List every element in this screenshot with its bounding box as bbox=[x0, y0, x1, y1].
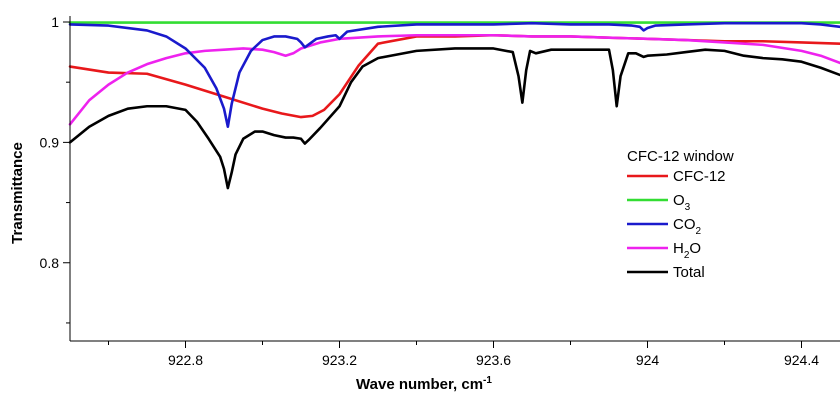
series-line-h2o bbox=[68, 33, 840, 126]
x-tick-label: 923.2 bbox=[322, 352, 357, 368]
legend-label-cfc12: CFC-12 bbox=[673, 168, 726, 185]
x-axis-title: Wave number, cm-1 bbox=[356, 375, 492, 393]
series-layer bbox=[68, 21, 840, 190]
series-line-total bbox=[68, 47, 840, 190]
x-axis-title-main: Wave number, cm bbox=[356, 376, 483, 393]
legend-entries: CFC-12 O3 CO2 H2O Total bbox=[627, 168, 726, 281]
y-ticks: 0.8 0.9 1 bbox=[40, 14, 70, 324]
y-tick-label: 0.8 bbox=[40, 255, 60, 271]
legend-label-total: Total bbox=[673, 264, 705, 281]
y-tick-label: 1 bbox=[51, 14, 59, 30]
y-axis-title: Transmittance bbox=[9, 142, 26, 244]
legend-label-co2: CO2 bbox=[673, 216, 702, 237]
legend: CFC-12 window CFC-12 O3 CO2 H2O Total bbox=[627, 148, 734, 281]
y-tick-label: 0.9 bbox=[40, 134, 60, 150]
x-tick-label: 923.6 bbox=[476, 352, 511, 368]
legend-label-o3: O3 bbox=[673, 192, 691, 213]
x-ticks: 922.8 923.2 923.6 924 924.4 bbox=[108, 341, 819, 368]
x-tick-label: 922.8 bbox=[168, 352, 203, 368]
legend-title: CFC-12 window bbox=[627, 148, 734, 165]
series-line-co2 bbox=[68, 21, 840, 129]
x-axis-title-superscript: -1 bbox=[483, 375, 492, 386]
x-tick-label: 924 bbox=[636, 352, 660, 368]
x-tick-label: 924.4 bbox=[784, 352, 819, 368]
legend-label-h2o: H2O bbox=[673, 240, 701, 261]
